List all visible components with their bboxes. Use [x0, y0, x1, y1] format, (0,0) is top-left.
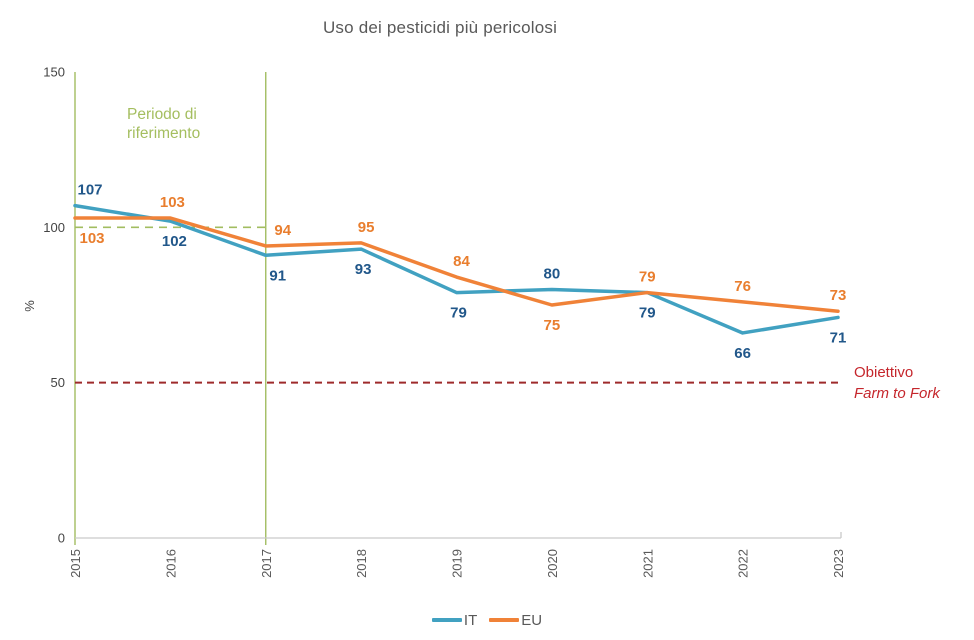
- y-tick-label-100: 100: [43, 220, 65, 235]
- it-data-label-2023: 71: [830, 329, 847, 346]
- y-tick-label-0: 0: [58, 531, 65, 546]
- it-data-label-2019: 79: [450, 305, 467, 322]
- reference-period-label-line1: Periodo di: [127, 106, 197, 123]
- chart-title: Uso dei pesticidi più pericolosi: [322, 18, 558, 37]
- reference-period-label: Periodo di riferimento: [127, 105, 200, 143]
- it-series-line: [73, 203, 840, 335]
- eu-series-line: [73, 216, 840, 313]
- x-tick-label-2022: 2022: [736, 549, 751, 578]
- eu-data-label-2019: 84: [453, 253, 470, 270]
- it-data-label-2016: 102: [162, 233, 187, 250]
- x-tick-label-2023: 2023: [831, 549, 846, 578]
- x-tick-label-2017: 2017: [259, 549, 274, 578]
- it-data-label-2022: 66: [734, 345, 751, 362]
- x-tick-label-2015: 2015: [68, 549, 83, 578]
- x-tick-label-2018: 2018: [354, 549, 369, 578]
- reference-period-label-line2: riferimento: [127, 125, 201, 142]
- legend-label-eu: EU: [521, 611, 543, 629]
- target-label-line2: Farm to Fork: [854, 385, 940, 402]
- eu-data-label-2016: 103: [160, 194, 185, 211]
- eu-data-label-2021: 79: [639, 269, 656, 286]
- legend-item-it: IT: [431, 611, 478, 629]
- chart-legend: IT EU: [0, 608, 974, 632]
- eu-data-label-2015: 103: [79, 230, 104, 247]
- x-tick-label-2019: 2019: [450, 549, 465, 578]
- x-tick-label-2020: 2020: [545, 549, 560, 578]
- x-tick-label-2016: 2016: [163, 549, 178, 578]
- legend-label-it: IT: [463, 611, 478, 629]
- y-axis-title: %: [22, 300, 37, 312]
- it-series-line-swatch: [431, 618, 462, 622]
- x-tick-label-2021: 2021: [640, 549, 655, 578]
- eu-data-label-2017: 94: [274, 222, 291, 239]
- eu-series-line-swatch: [489, 618, 520, 622]
- y-tick-label-150: 150: [43, 65, 65, 80]
- it-data-label-2018: 93: [355, 261, 372, 278]
- y-tick-label-50: 50: [51, 375, 65, 390]
- eu-data-label-2022: 76: [734, 278, 751, 295]
- it-data-label-2021: 79: [639, 305, 656, 322]
- eu-data-label-2018: 95: [358, 219, 375, 236]
- legend-item-eu: EU: [489, 612, 542, 629]
- eu-data-label-2023: 73: [830, 287, 847, 304]
- it-data-label-2017: 91: [269, 267, 286, 284]
- it-data-label-2015: 107: [77, 182, 102, 199]
- it-data-label-2020: 80: [544, 265, 561, 282]
- eu-data-label-2020: 75: [544, 317, 561, 334]
- farm-to-fork-target-label: Obiettivo Farm to Fork: [854, 362, 940, 404]
- target-label-line1: Obiettivo: [854, 364, 914, 381]
